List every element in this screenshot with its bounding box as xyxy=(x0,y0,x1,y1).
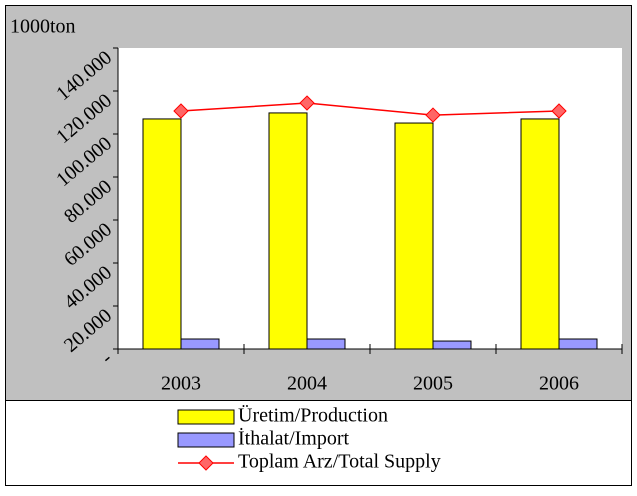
bar xyxy=(142,118,182,350)
legend-label: Üretim/Production xyxy=(238,404,388,427)
marker xyxy=(551,103,567,119)
legend-label: Toplam Arz/Total Supply xyxy=(238,451,441,473)
bar xyxy=(394,122,434,350)
bar xyxy=(432,340,472,350)
legend-swatch xyxy=(177,432,235,448)
line xyxy=(180,102,560,116)
legend-label: İthalat/Import xyxy=(238,427,350,450)
bar xyxy=(180,338,220,350)
x-tick-label: 2005 xyxy=(413,373,453,395)
x-tick-label: 2004 xyxy=(287,373,327,395)
marker xyxy=(299,95,315,111)
bar xyxy=(520,118,560,350)
legend-swatch xyxy=(177,409,235,425)
bar xyxy=(558,338,598,350)
marker xyxy=(173,103,189,119)
bar xyxy=(268,112,308,350)
unit-label: 1000ton xyxy=(10,16,76,38)
x-tick-label: 2003 xyxy=(161,373,201,395)
x-tick-label: 2006 xyxy=(539,373,579,395)
legend-marker xyxy=(198,455,214,471)
marker xyxy=(425,107,441,123)
bar xyxy=(306,338,346,350)
